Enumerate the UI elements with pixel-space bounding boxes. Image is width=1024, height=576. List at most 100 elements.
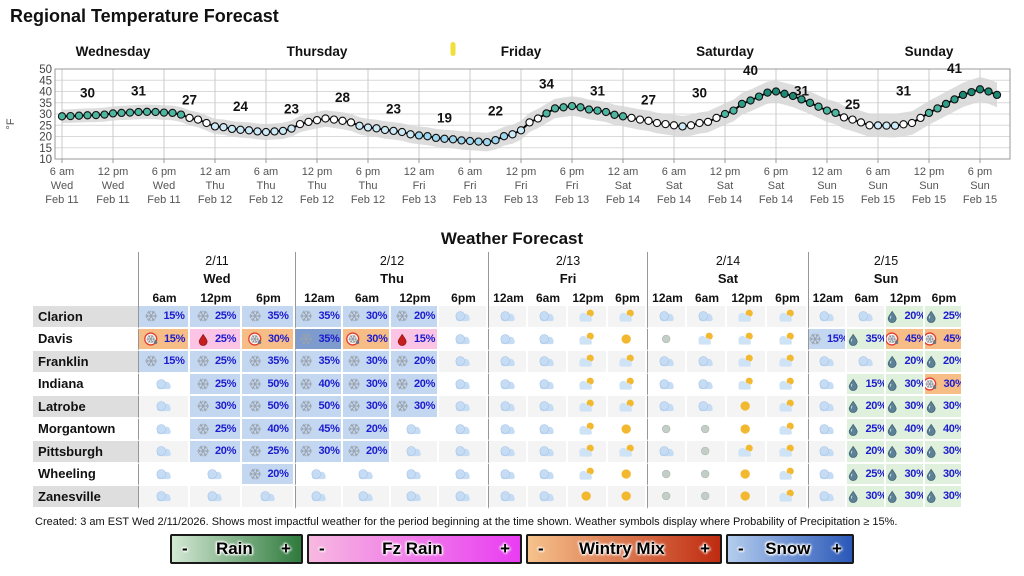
rain-icon: [886, 308, 903, 324]
x-tick-label: Fri: [566, 180, 579, 192]
precip-probability: 40%: [904, 422, 925, 435]
cloud-icon: [452, 331, 474, 347]
data-point: [372, 124, 381, 133]
cloud-icon: [204, 466, 226, 482]
data-point: [559, 103, 568, 112]
legend-snow: - Snow +: [726, 534, 854, 564]
precip-probability: 30%: [942, 490, 963, 503]
forecast-cell: [138, 373, 190, 396]
data-point: [610, 110, 619, 119]
data-point: [66, 111, 75, 121]
forecast-cell: [138, 418, 190, 441]
forecast-cell: 30%: [886, 441, 925, 464]
data-point: [253, 127, 262, 136]
precip-probability: 20%: [413, 310, 436, 323]
legend-minus: -: [538, 539, 544, 558]
x-tick-label: Feb 13: [555, 194, 589, 206]
forecast-cell: [439, 418, 488, 441]
city-label: Latrobe: [33, 396, 138, 419]
fog-icon: [657, 488, 677, 504]
data-point: [210, 122, 220, 131]
snow-icon: [194, 398, 214, 414]
forecast-cell: [488, 418, 528, 441]
time-header: 12am: [295, 289, 343, 306]
data-point: [423, 132, 432, 141]
forecast-cell: [727, 373, 767, 396]
precip-probability: 30%: [365, 355, 388, 368]
forecast-cell: 20%: [886, 351, 925, 374]
temp-label: 34: [539, 77, 555, 92]
forecast-cell: [727, 328, 767, 351]
forecast-cell: 30%: [847, 486, 886, 509]
city-label: Wheeling: [33, 464, 138, 486]
snow-icon: [246, 398, 266, 414]
forecast-cell: [190, 486, 242, 509]
precip-probability: 20%: [865, 400, 886, 413]
forecast-cell: 30%: [925, 441, 963, 464]
cloud-icon: [816, 376, 838, 392]
snow-icon: [194, 443, 214, 459]
forecast-cell: 45%: [295, 418, 343, 441]
precip-probability: 20%: [214, 445, 237, 458]
precip-probability: 30%: [865, 490, 886, 503]
rain-icon: [847, 376, 864, 392]
x-tick-label: Feb 15: [810, 194, 844, 206]
data-point: [100, 110, 109, 119]
data-point: [185, 113, 194, 123]
forecast-cell: [727, 463, 767, 486]
data-point: [941, 99, 951, 109]
fog-icon: [696, 443, 716, 459]
fog-icon: [696, 488, 716, 504]
forecast-cell: [138, 463, 190, 486]
cloud-icon: [656, 308, 678, 324]
snow-icon: [393, 353, 413, 369]
forecast-cell: 20%: [343, 441, 391, 464]
forecast-cell: 20%: [391, 306, 439, 329]
table-corner: [33, 289, 138, 306]
cloud-icon: [656, 443, 678, 459]
partly-sunny-icon: [776, 443, 798, 459]
forecast-cell: [727, 441, 767, 464]
group-day: Sat: [717, 270, 739, 286]
forecast-cell: [488, 328, 528, 351]
day-group-header: 2/13 Fri: [488, 252, 647, 289]
cloud-icon: [452, 421, 474, 437]
partly-sunny-icon: [576, 443, 598, 459]
time-header: 12pm: [572, 291, 604, 305]
x-tick-label: 12 pm: [914, 166, 945, 178]
data-point: [797, 95, 806, 104]
data-point: [304, 117, 313, 127]
forecast-cell: 25%: [190, 306, 242, 329]
data-point: [91, 110, 101, 120]
cloud-icon: [536, 421, 558, 437]
forecast-cell: [687, 328, 727, 351]
forecast-cell: [647, 441, 687, 464]
snow-icon: [246, 376, 266, 392]
cloud-icon: [452, 353, 474, 369]
rain-icon: [886, 443, 903, 459]
precip-probability: 35%: [318, 355, 340, 368]
precip-probability: 20%: [942, 355, 963, 368]
data-point: [168, 108, 177, 118]
legend-minus: -: [738, 539, 744, 558]
snow-icon: [297, 398, 317, 414]
cloud-icon: [497, 421, 519, 437]
precip-probability: 35%: [318, 332, 340, 345]
forecast-cell: [727, 306, 767, 329]
forecast-cell: [808, 396, 847, 419]
cloud-icon: [452, 376, 474, 392]
forecast-cell: 20%: [886, 306, 925, 329]
forecast-cell: [727, 486, 767, 509]
cloud-icon: [497, 398, 519, 414]
forecast-cell: [808, 486, 847, 509]
forecast-cell: [242, 486, 295, 509]
cloud-icon: [536, 376, 558, 392]
partly-sunny-icon: [735, 443, 757, 459]
data-point: [57, 112, 67, 121]
forecast-cell: 25%: [190, 373, 242, 396]
forecast-cell: [528, 351, 568, 374]
x-tick-label: Fri: [413, 180, 426, 192]
precip-probability: 30%: [413, 400, 436, 413]
forecast-cell: 45%: [925, 328, 963, 351]
forecast-cell: [608, 328, 647, 351]
